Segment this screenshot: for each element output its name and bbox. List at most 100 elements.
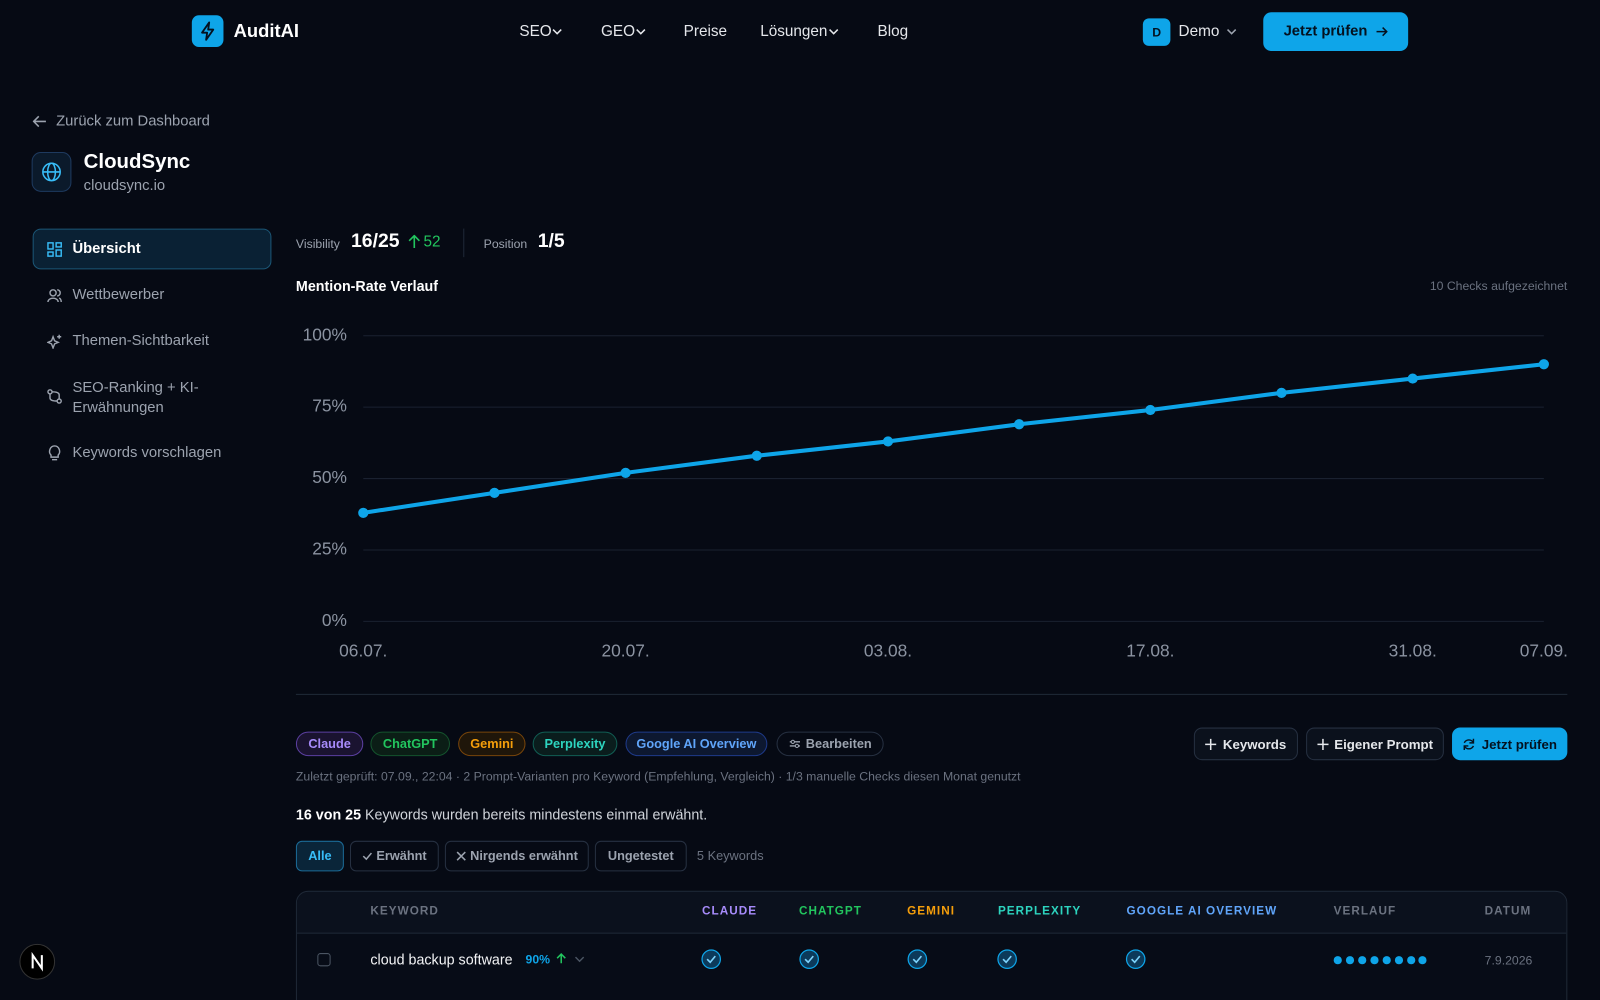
keyword[interactable]: cloud backup software bbox=[370, 951, 513, 968]
data-point bbox=[358, 507, 369, 518]
row-checkbox[interactable] bbox=[317, 953, 331, 967]
x-tick-label: 03.08. bbox=[864, 641, 912, 661]
summary-count: 16 von 25 bbox=[295, 806, 362, 823]
expand-chevron[interactable] bbox=[574, 954, 585, 964]
data-point bbox=[620, 467, 631, 478]
menu-icon bbox=[46, 334, 62, 349]
filter-label: Nirgends erwähnt bbox=[470, 848, 578, 864]
column-header[interactable]: KEYWORD bbox=[370, 905, 439, 918]
data-point bbox=[1407, 373, 1418, 384]
mention-rate: 90% bbox=[525, 952, 551, 967]
chevron bbox=[829, 29, 839, 35]
menu-icon bbox=[47, 289, 62, 303]
chevron bbox=[1227, 29, 1237, 35]
nav-link[interactable]: Blog bbox=[877, 22, 909, 41]
y-tick-label: 0% bbox=[322, 610, 347, 630]
summary: 16 von 25 Keywords wurden bereits mindes… bbox=[296, 806, 707, 822]
user-name[interactable]: Demo bbox=[1178, 22, 1220, 41]
menu-label[interactable]: Keywords vorschlagen bbox=[72, 444, 222, 462]
plus-icon bbox=[1205, 738, 1217, 750]
filter[interactable]: Erwähnt bbox=[349, 840, 439, 872]
menu-icon bbox=[48, 445, 61, 461]
engine-chip[interactable]: ChatGPT bbox=[370, 731, 450, 757]
x-tick-label: 07.09. bbox=[1520, 641, 1568, 661]
stat-change: 52 bbox=[423, 233, 441, 251]
stat-label: Visibility bbox=[295, 236, 340, 252]
menu-label[interactable]: Themen-Sichtbarkeit bbox=[72, 332, 209, 349]
filter-label: Erwähnt bbox=[376, 848, 427, 864]
column-header: CLAUDE bbox=[702, 905, 758, 918]
cta-label: Jetzt prüfen bbox=[1283, 23, 1368, 40]
arrow-icon bbox=[1376, 27, 1388, 37]
column-header: GEMINI bbox=[907, 905, 955, 918]
globe-icon bbox=[42, 162, 61, 182]
user-avatar[interactable]: D bbox=[1142, 18, 1171, 46]
add-keywords-button[interactable]: Keywords bbox=[1193, 727, 1298, 761]
engine-chip[interactable]: Google AI Overview bbox=[625, 731, 768, 757]
y-tick-label: 50% bbox=[312, 467, 347, 487]
menu-label[interactable]: SEO-Ranking + KI-Erwähnungen bbox=[72, 379, 199, 417]
project-icon bbox=[31, 152, 72, 192]
edit-chip[interactable]: Bearbeiten bbox=[776, 731, 884, 757]
menu-label[interactable]: Wettbewerber bbox=[72, 286, 165, 304]
data-point bbox=[751, 450, 762, 461]
chevron bbox=[636, 29, 646, 35]
data-point bbox=[1145, 404, 1156, 416]
project-name: CloudSync bbox=[83, 150, 191, 173]
stat-value: 16/25 bbox=[351, 230, 400, 253]
y-tick-label: 75% bbox=[312, 396, 347, 416]
table-header bbox=[296, 891, 1567, 934]
stat-value: 1/5 bbox=[537, 230, 565, 253]
column-header: PERPLEXITY bbox=[997, 905, 1082, 918]
brand-logo[interactable] bbox=[191, 15, 224, 47]
divider bbox=[463, 228, 465, 258]
series-line bbox=[361, 362, 1546, 515]
column-header[interactable]: DATUM bbox=[1484, 905, 1532, 918]
data-point bbox=[1014, 419, 1025, 430]
filter-active[interactable]: Alle bbox=[295, 840, 344, 872]
line-chart: 0% 25% 50% 75% 100% 06.07. 20.07. 03.08. 17.08. 3… bbox=[303, 324, 1568, 661]
cta-button[interactable]: Jetzt prüfen bbox=[1263, 12, 1409, 52]
up-arrow bbox=[408, 234, 420, 248]
column-header: GOOGLE AI OVERVIEW bbox=[1126, 905, 1278, 918]
brand-name[interactable]: AuditAI bbox=[233, 20, 299, 42]
x-icon bbox=[456, 851, 466, 861]
edit-label: Bearbeiten bbox=[805, 736, 872, 752]
nav-link[interactable]: Lösungen bbox=[760, 22, 828, 41]
chart-subtitle: 10 Checks aufgezeichnet bbox=[1429, 278, 1568, 293]
stat-label: Position bbox=[483, 236, 528, 252]
back-link[interactable]: Zurück zum Dashboard bbox=[56, 113, 210, 130]
separator bbox=[295, 693, 1568, 695]
check-date: 7.9.2026 bbox=[1484, 953, 1533, 968]
chart-title: Mention-Rate Verlauf bbox=[295, 277, 439, 294]
menu-item-active[interactable] bbox=[32, 228, 272, 270]
engine-chip[interactable]: Gemini bbox=[458, 731, 526, 757]
button-label: Eigener Prompt bbox=[1334, 736, 1434, 752]
summary-text: Keywords wurden bereits mindestens einma… bbox=[365, 806, 708, 823]
nav-link[interactable]: Preise bbox=[683, 22, 728, 41]
add-prompt-button[interactable]: Eigener Prompt bbox=[1306, 727, 1444, 761]
menu-label[interactable]: Übersicht bbox=[72, 240, 141, 258]
filter[interactable]: Ungetestet bbox=[594, 840, 687, 872]
button-label: Jetzt prüfen bbox=[1481, 736, 1557, 752]
filter[interactable]: Nirgends erwähnt bbox=[444, 840, 589, 872]
nav-link[interactable]: GEO bbox=[601, 22, 636, 41]
x-tick-label: 17.08. bbox=[1126, 641, 1174, 661]
nav-link[interactable]: SEO bbox=[519, 22, 552, 41]
engine-chip[interactable]: Claude bbox=[295, 731, 364, 757]
data-point bbox=[1538, 359, 1549, 370]
data-point bbox=[489, 487, 500, 498]
engine-chip[interactable]: Perplexity bbox=[532, 731, 618, 757]
menu-icon bbox=[47, 242, 62, 257]
dev-badge[interactable] bbox=[19, 943, 56, 980]
logo-icon bbox=[201, 21, 215, 41]
x-tick-label: 31.08. bbox=[1389, 641, 1437, 661]
x-tick-label: 06.07. bbox=[339, 641, 387, 661]
dev-badge-icon bbox=[31, 951, 43, 972]
check-now-button[interactable]: Jetzt prüfen bbox=[1452, 727, 1568, 761]
chevron bbox=[552, 29, 562, 35]
check-icon bbox=[362, 852, 372, 861]
plus-icon bbox=[1316, 738, 1329, 750]
